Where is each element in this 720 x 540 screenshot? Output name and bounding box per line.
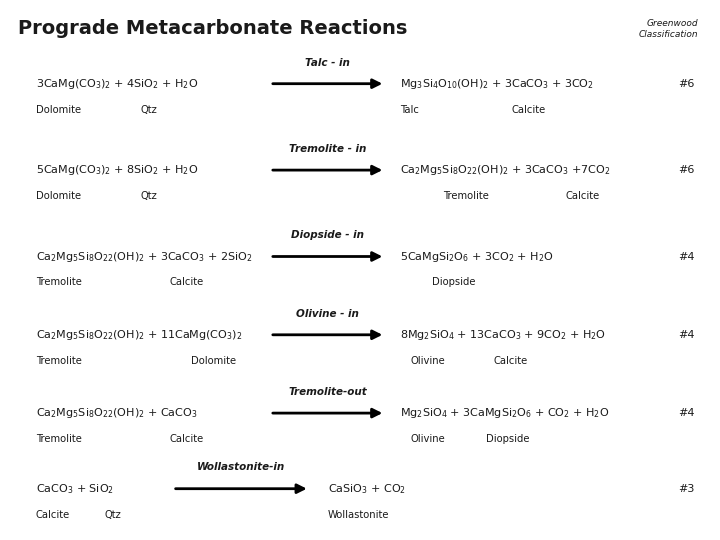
- Text: Mg$_2$SiO$_4$ + 3CaMgSi$_2$O$_6$ + CO$_2$ + H$_2$O: Mg$_2$SiO$_4$ + 3CaMgSi$_2$O$_6$ + CO$_2…: [400, 406, 608, 420]
- Text: Tremolite: Tremolite: [36, 278, 82, 287]
- Text: Wollastonite-in: Wollastonite-in: [197, 462, 285, 472]
- Text: Calcite: Calcite: [565, 191, 600, 201]
- Text: Talc: Talc: [400, 105, 418, 114]
- Text: Dolomite: Dolomite: [36, 191, 81, 201]
- Text: #6: #6: [678, 79, 695, 89]
- Text: Calcite: Calcite: [493, 356, 528, 366]
- Text: Diopside - in: Diopside - in: [291, 230, 364, 240]
- Text: Qtz: Qtz: [104, 510, 121, 519]
- Text: Dolomite: Dolomite: [36, 105, 81, 114]
- Text: #3: #3: [678, 484, 695, 494]
- Text: 3CaMg(CO$_3$)$_2$ + 4SiO$_2$ + H$_2$O: 3CaMg(CO$_3$)$_2$ + 4SiO$_2$ + H$_2$O: [36, 77, 198, 91]
- Text: Dolomite: Dolomite: [191, 356, 236, 366]
- Text: Ca$_2$Mg$_5$Si$_8$O$_{22}$(OH)$_2$ + 3CaCO$_3$ +7CO$_2$: Ca$_2$Mg$_5$Si$_8$O$_{22}$(OH)$_2$ + 3Ca…: [400, 163, 610, 177]
- Text: Classification: Classification: [639, 30, 698, 39]
- Text: Diopside: Diopside: [432, 278, 475, 287]
- Text: #4: #4: [678, 408, 695, 418]
- Text: Tremolite: Tremolite: [36, 434, 82, 444]
- Text: Prograde Metacarbonate Reactions: Prograde Metacarbonate Reactions: [18, 19, 408, 38]
- Text: Ca$_2$Mg$_5$Si$_8$O$_{22}$(OH)$_2$ + CaCO$_3$: Ca$_2$Mg$_5$Si$_8$O$_{22}$(OH)$_2$ + CaC…: [36, 406, 197, 420]
- Text: Calcite: Calcite: [169, 434, 204, 444]
- Text: Olivine: Olivine: [410, 434, 445, 444]
- Text: Qtz: Qtz: [140, 105, 157, 114]
- Text: Tremolite-out: Tremolite-out: [288, 387, 367, 397]
- Text: Mg$_3$Si$_4$O$_{10}$(OH)$_2$ + 3CaCO$_3$ + 3CO$_2$: Mg$_3$Si$_4$O$_{10}$(OH)$_2$ + 3CaCO$_3$…: [400, 77, 593, 91]
- Text: 8Mg$_2$SiO$_4$ + 13CaCO$_3$ + 9CO$_2$ + H$_2$O: 8Mg$_2$SiO$_4$ + 13CaCO$_3$ + 9CO$_2$ + …: [400, 328, 606, 342]
- Text: Calcite: Calcite: [36, 510, 71, 519]
- Text: Wollastonite: Wollastonite: [328, 510, 389, 519]
- Text: Greenwood: Greenwood: [647, 19, 698, 28]
- Text: #4: #4: [678, 330, 695, 340]
- Text: Calcite: Calcite: [511, 105, 546, 114]
- Text: Tremolite: Tremolite: [443, 191, 489, 201]
- Text: Ca$_2$Mg$_5$Si$_8$O$_{22}$(OH)$_2$ + 11CaMg(CO$_3$)$_2$: Ca$_2$Mg$_5$Si$_8$O$_{22}$(OH)$_2$ + 11C…: [36, 328, 243, 342]
- Text: Talc - in: Talc - in: [305, 57, 350, 68]
- Text: Diopside: Diopside: [486, 434, 529, 444]
- Text: Tremolite - in: Tremolite - in: [289, 144, 366, 154]
- Text: CaCO$_3$ + SiO$_2$: CaCO$_3$ + SiO$_2$: [36, 482, 114, 496]
- Text: CaSiO$_3$ + CO$_2$: CaSiO$_3$ + CO$_2$: [328, 482, 405, 496]
- Text: #6: #6: [678, 165, 695, 175]
- Text: Olivine - in: Olivine - in: [296, 308, 359, 319]
- Text: Calcite: Calcite: [169, 278, 204, 287]
- Text: 5CaMg(CO$_3$)$_2$ + 8SiO$_2$ + H$_2$O: 5CaMg(CO$_3$)$_2$ + 8SiO$_2$ + H$_2$O: [36, 163, 198, 177]
- Text: 5CaMgSi$_2$O$_6$ + 3CO$_2$ + H$_2$O: 5CaMgSi$_2$O$_6$ + 3CO$_2$ + H$_2$O: [400, 249, 553, 264]
- Text: Qtz: Qtz: [140, 191, 157, 201]
- Text: Olivine: Olivine: [410, 356, 445, 366]
- Text: #4: #4: [678, 252, 695, 261]
- Text: Tremolite: Tremolite: [36, 356, 82, 366]
- Text: Ca$_2$Mg$_5$Si$_8$O$_{22}$(OH)$_2$ + 3CaCO$_3$ + 2SiO$_2$: Ca$_2$Mg$_5$Si$_8$O$_{22}$(OH)$_2$ + 3Ca…: [36, 249, 252, 264]
